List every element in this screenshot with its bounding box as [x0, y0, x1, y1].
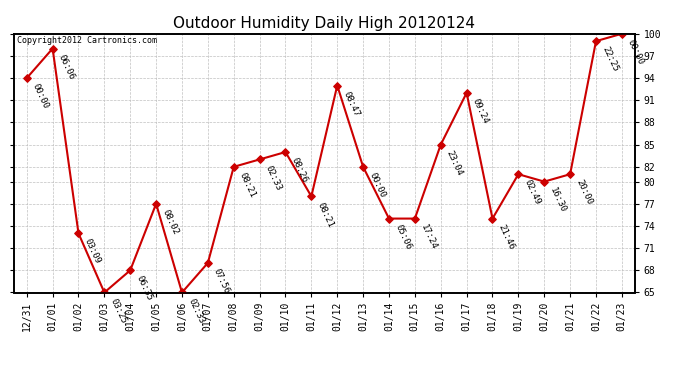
Text: 00:00: 00:00: [31, 82, 50, 110]
Point: [254, 156, 265, 162]
Point: [202, 260, 213, 266]
Text: 08:47: 08:47: [342, 90, 361, 118]
Text: 06:06: 06:06: [57, 53, 77, 81]
Text: 02:33: 02:33: [264, 164, 284, 192]
Text: 21:46: 21:46: [497, 223, 516, 251]
Point: [306, 194, 317, 200]
Point: [461, 90, 472, 96]
Point: [435, 142, 446, 148]
Point: [591, 38, 602, 44]
Point: [357, 164, 368, 170]
Text: 02:49: 02:49: [522, 178, 542, 207]
Point: [539, 178, 550, 184]
Text: 06:35: 06:35: [135, 274, 154, 303]
Text: 00:00: 00:00: [626, 38, 646, 66]
Text: 20:00: 20:00: [574, 178, 594, 207]
Point: [616, 31, 627, 37]
Point: [513, 171, 524, 177]
Text: 00:00: 00:00: [367, 171, 387, 199]
Point: [487, 216, 498, 222]
Point: [47, 45, 58, 51]
Text: 09:24: 09:24: [471, 97, 491, 125]
Text: 22:25: 22:25: [600, 45, 620, 74]
Text: 17:24: 17:24: [419, 223, 439, 251]
Text: 05:06: 05:06: [393, 223, 413, 251]
Text: 08:26: 08:26: [290, 156, 309, 184]
Point: [228, 164, 239, 170]
Point: [177, 290, 188, 296]
Text: 08:21: 08:21: [238, 171, 257, 199]
Text: 16:30: 16:30: [549, 186, 568, 214]
Text: 07:56: 07:56: [212, 267, 232, 295]
Point: [332, 82, 343, 88]
Point: [73, 230, 84, 236]
Text: 08:02: 08:02: [160, 208, 180, 236]
Text: 23:04: 23:04: [445, 149, 464, 177]
Point: [280, 149, 291, 155]
Text: 03:25: 03:25: [108, 297, 128, 325]
Point: [384, 216, 395, 222]
Text: 08:21: 08:21: [315, 201, 335, 229]
Point: [409, 216, 420, 222]
Text: Copyright2012 Cartronics.com: Copyright2012 Cartronics.com: [17, 36, 157, 45]
Text: 02:33: 02:33: [186, 297, 206, 325]
Text: 03:09: 03:09: [83, 237, 102, 266]
Title: Outdoor Humidity Daily High 20120124: Outdoor Humidity Daily High 20120124: [173, 16, 475, 31]
Point: [564, 171, 575, 177]
Point: [125, 267, 136, 273]
Point: [99, 290, 110, 296]
Point: [150, 201, 161, 207]
Point: [21, 75, 32, 81]
